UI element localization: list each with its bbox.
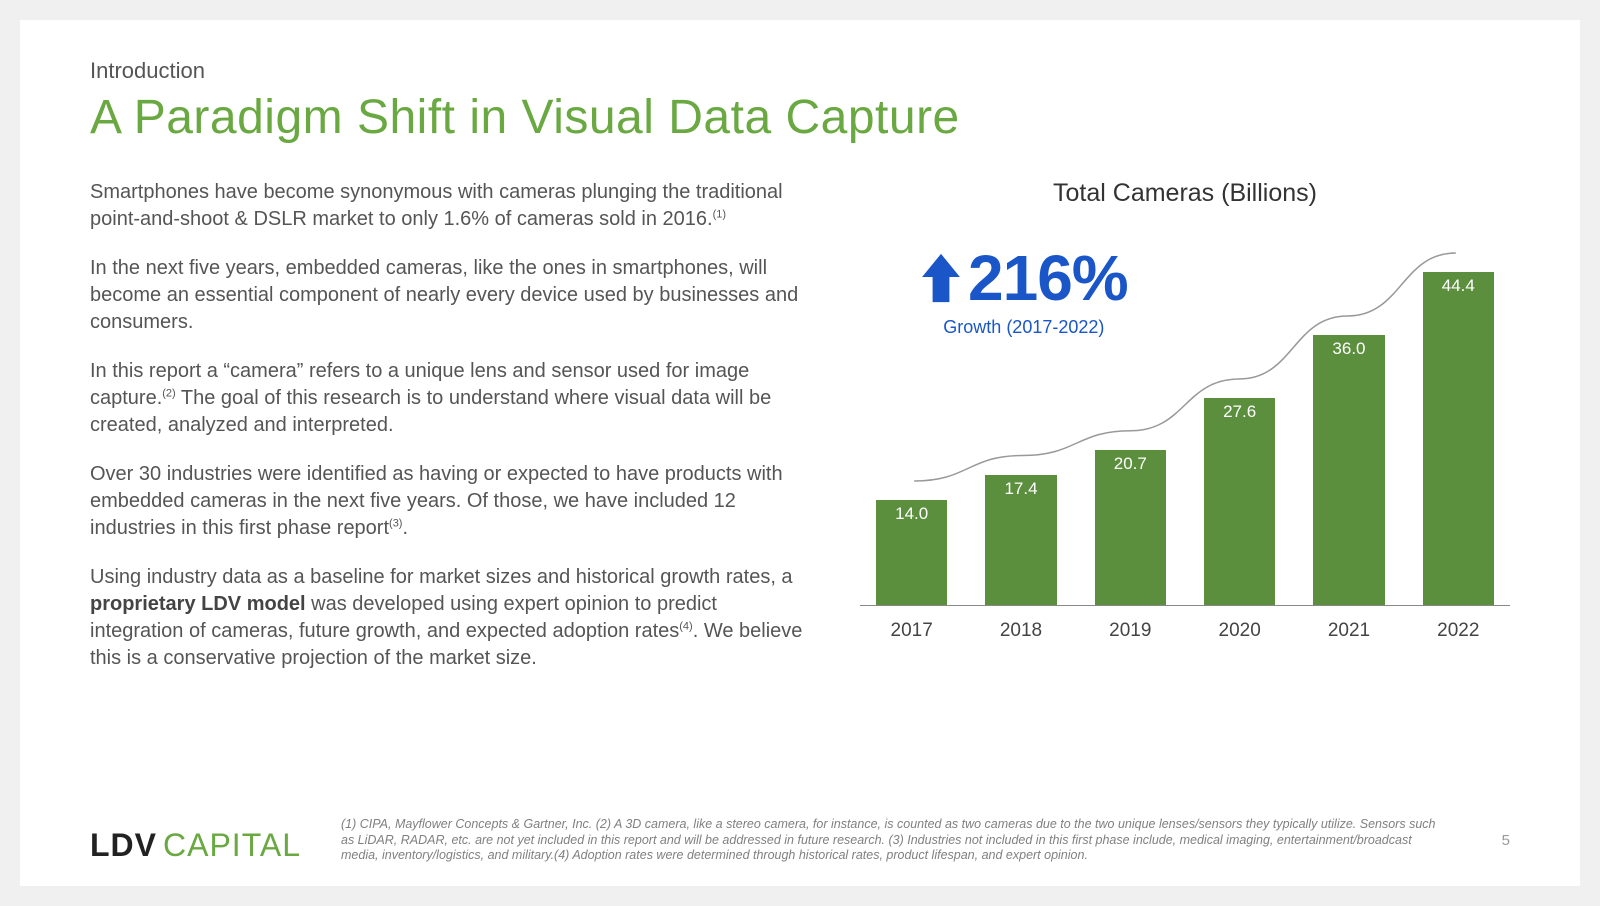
x-axis-label: 2020 <box>1194 612 1285 646</box>
x-axis-label: 2019 <box>1085 612 1176 646</box>
bar-slot: 27.6 <box>1194 398 1285 605</box>
bar-slot: 17.4 <box>975 475 1066 606</box>
growth-caption: Growth (2017-2022) <box>920 317 1128 338</box>
footnotes: (1) CIPA, Mayflower Concepts & Gartner, … <box>341 817 1448 864</box>
bar: 36.0 <box>1313 335 1384 605</box>
bar-slot: 20.7 <box>1085 450 1176 605</box>
chart-title: Total Cameras (Billions) <box>860 179 1510 208</box>
page-number: 5 <box>1488 832 1510 849</box>
growth-percent: 216% <box>968 241 1128 315</box>
bar: 44.4 <box>1423 272 1494 605</box>
slide-footer: LDVCAPITAL (1) CIPA, Mayflower Concepts … <box>90 817 1510 864</box>
bar-value-label: 17.4 <box>985 479 1056 499</box>
paragraph-1: Smartphones have become synonymous with … <box>90 179 810 233</box>
content-row: Smartphones have become synonymous with … <box>90 179 1510 694</box>
bar-value-label: 14.0 <box>876 504 947 524</box>
bar-value-label: 44.4 <box>1423 276 1494 296</box>
paragraph-5: Using industry data as a baseline for ma… <box>90 564 810 672</box>
x-axis-label: 2021 <box>1303 612 1394 646</box>
chart-column: Total Cameras (Billions) 216% Growth (20… <box>860 179 1510 694</box>
x-axis-labels: 2017 2018 2019 2020 2021 2022 <box>860 612 1510 646</box>
growth-value-row: 216% <box>920 241 1128 315</box>
paragraph-2: In the next five years, embedded cameras… <box>90 255 810 336</box>
bar: 17.4 <box>985 475 1056 606</box>
page-title: A Paradigm Shift in Visual Data Capture <box>90 90 1510 145</box>
paragraph-4: Over 30 industries were identified as ha… <box>90 461 810 542</box>
x-axis-label: 2017 <box>866 612 957 646</box>
arrow-up-icon <box>920 251 962 305</box>
slide: Introduction A Paradigm Shift in Visual … <box>20 20 1580 886</box>
bar-value-label: 27.6 <box>1204 402 1275 422</box>
bar-value-label: 20.7 <box>1095 454 1166 474</box>
bar: 27.6 <box>1204 398 1275 605</box>
bar-slot: 36.0 <box>1303 335 1394 605</box>
brand-logo: LDVCAPITAL <box>90 827 301 864</box>
body-text-column: Smartphones have become synonymous with … <box>90 179 810 694</box>
x-axis-label: 2018 <box>975 612 1066 646</box>
growth-callout: 216% Growth (2017-2022) <box>920 241 1128 338</box>
x-axis-label: 2022 <box>1413 612 1504 646</box>
section-eyebrow: Introduction <box>90 58 1510 84</box>
bar-slot: 44.4 <box>1413 272 1504 605</box>
bar-slot: 14.0 <box>866 500 957 605</box>
bar-value-label: 36.0 <box>1313 339 1384 359</box>
bar: 20.7 <box>1095 450 1166 605</box>
paragraph-3: In this report a “camera” refers to a un… <box>90 358 810 439</box>
bar: 14.0 <box>876 500 947 605</box>
